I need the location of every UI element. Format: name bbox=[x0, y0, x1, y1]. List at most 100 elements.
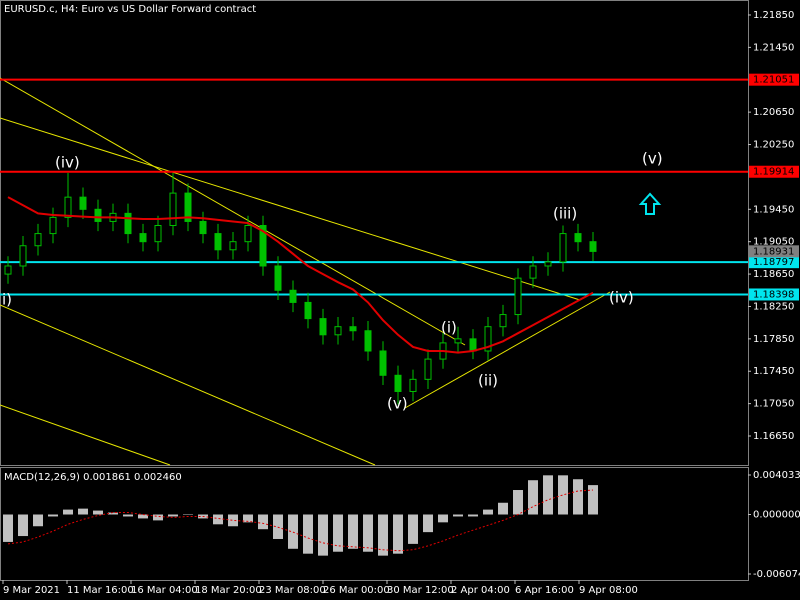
x-tick-label: 16 Mar 04:00 bbox=[131, 585, 198, 596]
y-tick-label: 1.21450 bbox=[753, 42, 794, 53]
macd-bar bbox=[33, 514, 43, 527]
macd-bar bbox=[303, 514, 313, 554]
y-tick-label: 1.16650 bbox=[753, 431, 794, 442]
macd-bar bbox=[543, 475, 553, 515]
level-label: 1.19914 bbox=[753, 167, 794, 178]
candle-body bbox=[19, 245, 27, 267]
macd-signal bbox=[7, 489, 594, 552]
y-tick-label: 1.21850 bbox=[753, 10, 794, 21]
y-tick-label: 1.17050 bbox=[753, 399, 794, 410]
y-tick-label: 1.17850 bbox=[753, 334, 794, 345]
candle-body bbox=[319, 318, 327, 336]
level-label: 1.21051 bbox=[753, 75, 794, 86]
y-tick-label: 1.20650 bbox=[753, 107, 794, 118]
candle-body bbox=[409, 378, 417, 392]
macd-bar bbox=[213, 514, 223, 525]
macd-bar bbox=[558, 475, 568, 515]
macd-bar bbox=[228, 514, 238, 527]
candle-body bbox=[244, 224, 252, 243]
macd-bar bbox=[138, 514, 148, 519]
macd-bar bbox=[258, 514, 268, 530]
level-label: 1.18398 bbox=[753, 289, 794, 300]
chart-title: EURUSD.c, H4: Euro vs US Dollar Forward … bbox=[4, 4, 256, 15]
level-label-box bbox=[749, 73, 799, 86]
x-tick-label: 2 Apr 04:00 bbox=[451, 585, 510, 596]
candle-body bbox=[49, 216, 57, 235]
candle-body bbox=[574, 233, 582, 243]
macd-bar bbox=[48, 514, 58, 517]
macd-bar bbox=[183, 514, 193, 516]
trend-lines bbox=[0, 77, 611, 466]
macd-bar bbox=[243, 514, 253, 523]
candle-body bbox=[514, 277, 522, 316]
y-tick-label: 1.19450 bbox=[753, 204, 794, 215]
candle-body bbox=[559, 233, 567, 263]
macd-bar bbox=[18, 514, 28, 537]
up-arrow bbox=[638, 192, 662, 215]
candle-body bbox=[229, 241, 237, 251]
macd-bar bbox=[588, 485, 598, 515]
level-label-box bbox=[749, 288, 799, 301]
macd-bar bbox=[483, 509, 493, 515]
macd-bar bbox=[498, 502, 508, 515]
candle-body bbox=[424, 358, 432, 380]
candle-body bbox=[259, 224, 267, 267]
candle-body bbox=[94, 208, 102, 222]
macd-bar bbox=[348, 514, 358, 549]
candle-body bbox=[589, 241, 597, 252]
macd-bar bbox=[63, 509, 73, 515]
macd-bar bbox=[318, 514, 328, 556]
candle-body bbox=[199, 220, 207, 235]
candle-body bbox=[79, 196, 87, 210]
wave-label: i) bbox=[2, 291, 12, 309]
x-tick-label: 9 Apr 08:00 bbox=[579, 585, 638, 596]
macd-bar bbox=[93, 510, 103, 515]
x-tick-label: 23 Mar 08:00 bbox=[259, 585, 326, 596]
candle-body bbox=[334, 326, 342, 336]
candle-body bbox=[379, 350, 387, 376]
candle-body bbox=[289, 289, 297, 303]
macd-y-tick-label: 0.004033 bbox=[753, 470, 800, 481]
macd-bar bbox=[3, 514, 13, 542]
y-tick-label: 1.17450 bbox=[753, 366, 794, 377]
candle-body bbox=[124, 212, 132, 235]
level-label-box bbox=[749, 165, 799, 178]
wave-label: (iv) bbox=[55, 154, 80, 172]
macd-bar bbox=[573, 479, 583, 515]
macd-bar bbox=[378, 514, 388, 556]
last-price-label: 1.18931 bbox=[753, 246, 794, 257]
wave-label: (v) bbox=[642, 150, 663, 168]
candle-body bbox=[349, 326, 357, 332]
candle-body bbox=[529, 265, 537, 279]
candle-body bbox=[34, 233, 42, 247]
last-price-box bbox=[749, 245, 799, 258]
macd-bar bbox=[408, 514, 418, 544]
macd-bar bbox=[438, 514, 448, 523]
level-label-box bbox=[749, 256, 799, 269]
macd-y-tick-label: 0.000000 bbox=[753, 510, 800, 521]
candle-body bbox=[154, 224, 162, 243]
macd-bar bbox=[453, 514, 463, 517]
y-tick-label: 1.18250 bbox=[753, 301, 794, 312]
candle-body bbox=[499, 314, 507, 328]
macd-bar bbox=[423, 514, 433, 533]
candle-body bbox=[184, 192, 192, 222]
y-tick-label: 1.19050 bbox=[753, 237, 794, 248]
macd-bar bbox=[108, 512, 118, 515]
candle-body bbox=[364, 330, 372, 352]
x-tick-label: 6 Apr 16:00 bbox=[515, 585, 574, 596]
macd-bar bbox=[513, 490, 523, 515]
candle-body bbox=[274, 265, 282, 291]
candle-body bbox=[64, 196, 72, 218]
x-tick-label: 26 Mar 00:00 bbox=[323, 585, 390, 596]
x-tick-label: 9 Mar 2021 bbox=[3, 585, 60, 596]
candle-body bbox=[469, 338, 477, 352]
candle-body bbox=[304, 301, 312, 320]
y-tick-label: 1.18650 bbox=[753, 269, 794, 280]
wave-label: (iii) bbox=[553, 205, 577, 223]
candle-body bbox=[169, 192, 177, 226]
x-tick-label: 30 Mar 12:00 bbox=[387, 585, 454, 596]
candle-body bbox=[139, 233, 147, 243]
macd-bar bbox=[528, 480, 538, 515]
